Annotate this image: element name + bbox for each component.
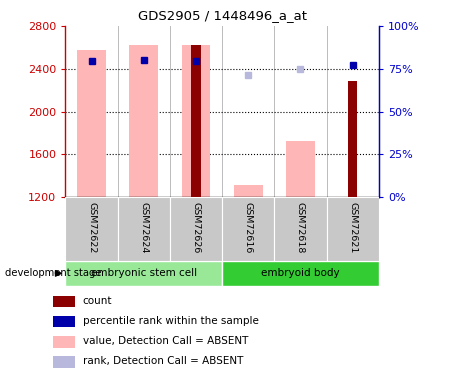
Text: GSM72618: GSM72618	[296, 202, 305, 253]
Bar	[65, 261, 222, 286]
Bar	[170, 197, 222, 261]
Bar	[222, 197, 274, 261]
Text: GSM72626: GSM72626	[192, 202, 201, 253]
Text: percentile rank within the sample: percentile rank within the sample	[83, 316, 259, 326]
Text: value, Detection Call = ABSENT: value, Detection Call = ABSENT	[83, 336, 248, 346]
Bar	[286, 141, 315, 197]
Text: GSM72624: GSM72624	[139, 202, 148, 253]
Bar	[234, 185, 262, 197]
Bar	[129, 45, 158, 197]
Bar	[182, 45, 210, 197]
Bar	[222, 261, 379, 286]
Text: embryoid body: embryoid body	[261, 268, 340, 278]
Text: embryonic stem cell: embryonic stem cell	[91, 268, 197, 278]
Title: GDS2905 / 1448496_a_at: GDS2905 / 1448496_a_at	[138, 9, 307, 22]
Text: development stage: development stage	[5, 268, 101, 278]
Text: GSM72621: GSM72621	[348, 202, 357, 253]
Bar	[53, 296, 75, 307]
Bar	[65, 197, 118, 261]
Text: GSM72616: GSM72616	[244, 202, 253, 253]
Text: count: count	[83, 296, 112, 306]
Bar	[77, 50, 106, 197]
Bar	[191, 45, 201, 197]
Bar	[274, 197, 327, 261]
Text: GSM72622: GSM72622	[87, 202, 96, 253]
Bar	[327, 197, 379, 261]
Bar	[53, 356, 75, 368]
Bar	[53, 316, 75, 327]
Text: rank, Detection Call = ABSENT: rank, Detection Call = ABSENT	[83, 356, 243, 366]
Bar	[348, 81, 358, 197]
Bar	[118, 197, 170, 261]
Bar	[53, 336, 75, 348]
